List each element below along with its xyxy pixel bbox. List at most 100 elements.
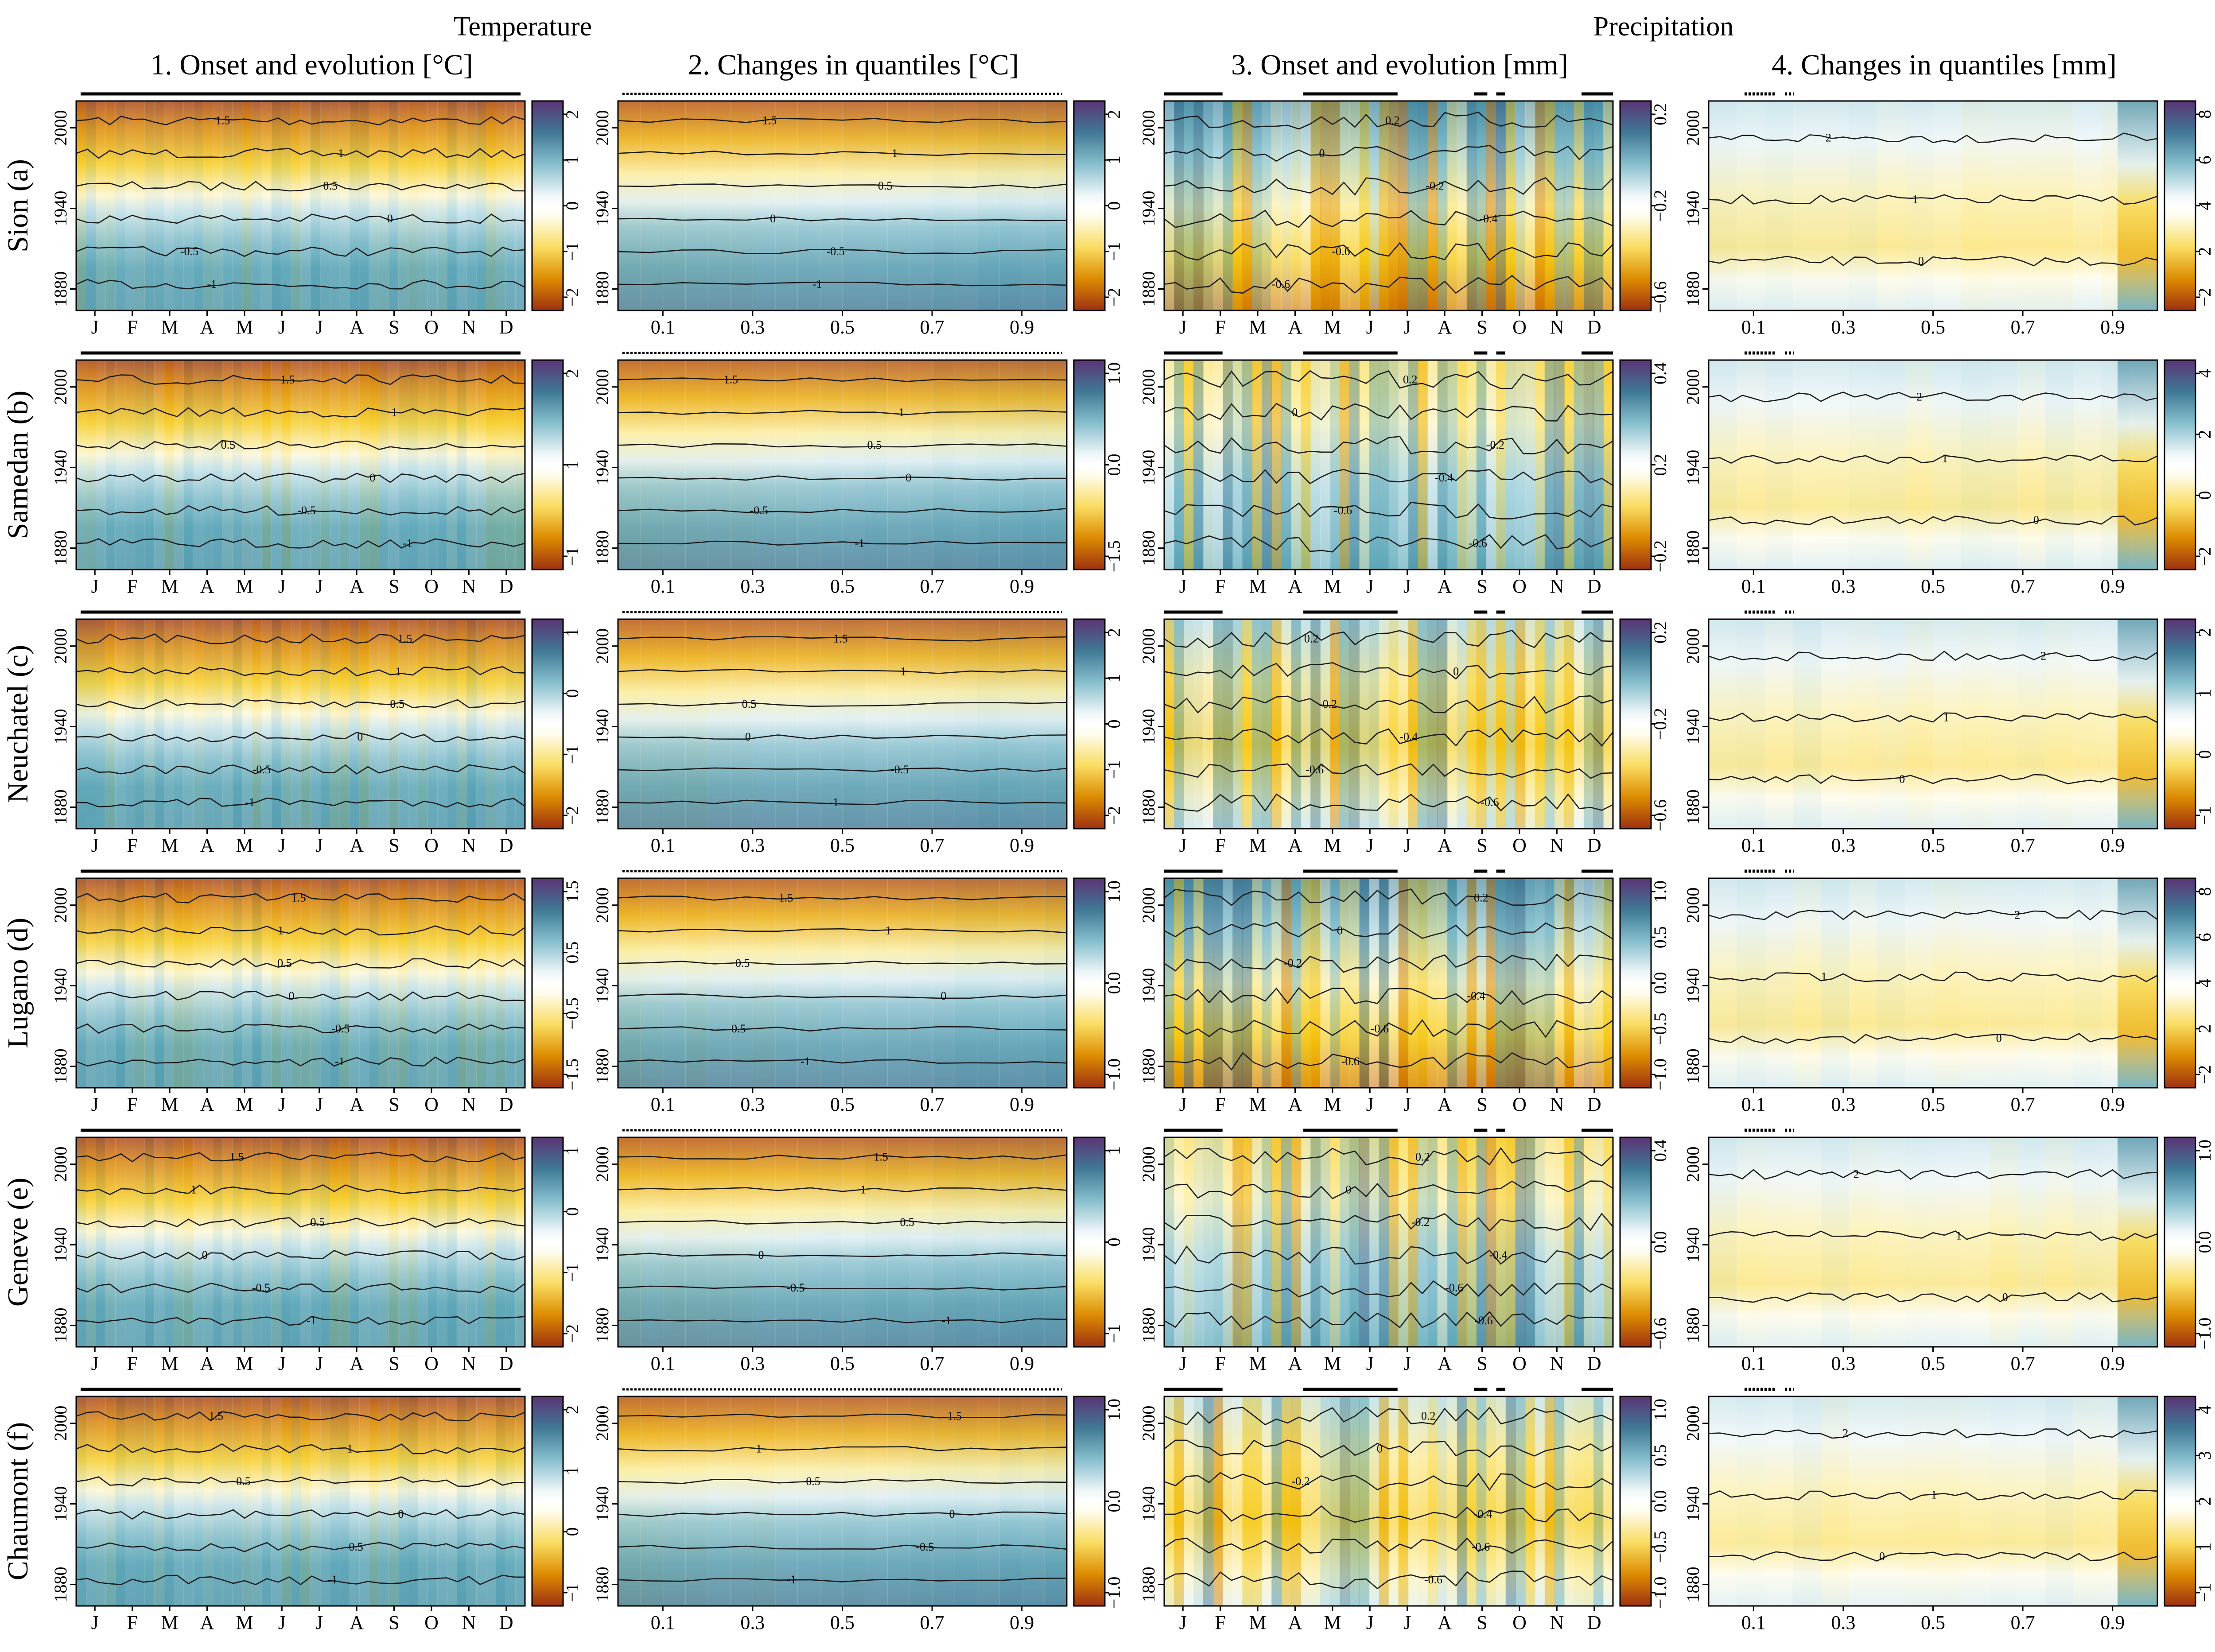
colorbar-tick-label: −1 (562, 242, 582, 261)
contour-line (618, 183, 1067, 189)
year-tick-label: 2000 (592, 1147, 612, 1182)
heatmap-band (105, 1137, 116, 1347)
column-title-2: 2. Changes in quantiles [°C] (688, 49, 1019, 81)
contour-label: 1 (278, 924, 284, 937)
colorbar (531, 618, 564, 830)
heatmap-band (932, 1137, 955, 1347)
colorbar-tick-label: 0.4 (1650, 1140, 1670, 1162)
heatmap-band (86, 1137, 96, 1347)
contour-line (76, 279, 525, 290)
heatmap-band (2118, 878, 2157, 1088)
contour-label: 0 (905, 471, 911, 484)
year-tick-label: 1880 (1683, 1048, 1703, 1084)
heatmap-band (1989, 360, 2018, 570)
contour-line (76, 797, 525, 808)
heatmap-band (125, 1396, 136, 1606)
quantile-tick-label: 0.9 (1010, 316, 1034, 338)
heatmap-band (505, 619, 516, 829)
heatmap-band (1457, 878, 1467, 1088)
colorbar-tick-label: 0.0 (2195, 1231, 2215, 1253)
contour-line (1164, 370, 1613, 389)
heatmap-band (1301, 878, 1311, 1088)
colorbar (1619, 359, 1652, 570)
contour-label: 1.5 (291, 891, 306, 904)
month-tick-label: D (499, 316, 513, 338)
heatmap-band (1022, 619, 1045, 829)
quantile-tick-label: 0.1 (651, 1612, 675, 1633)
month-tick-label: M (236, 1094, 253, 1115)
heatmap-band (1418, 1396, 1428, 1606)
heatmap-band (144, 360, 155, 570)
heatmap-band (1022, 878, 1045, 1088)
heatmap-band (797, 878, 820, 1088)
colorbar-tick-label: 1.5 (562, 880, 582, 903)
heatmap-band (213, 878, 223, 1088)
heatmap-band (1291, 619, 1302, 829)
heatmap-band (174, 619, 184, 829)
contour-line (1164, 1439, 1613, 1458)
heatmap-band (505, 360, 516, 570)
month-tick-label: O (424, 1094, 439, 1115)
heatmap-band (1223, 1137, 1233, 1347)
contour-label: -1 (207, 278, 217, 291)
contour-label: -1 (403, 537, 412, 550)
contour-label: 1 (1821, 970, 1827, 983)
contour-label: -0.4 (1479, 212, 1497, 225)
month-tick-label: S (1477, 1353, 1487, 1374)
heatmap-band (291, 1137, 301, 1347)
heatmap-band (1310, 360, 1321, 570)
colorbar (531, 1136, 564, 1348)
year-tick-label: 1880 (51, 789, 70, 825)
panel-r5-c3: 0.2 0 -0.2 -0.4 -0.6 -0.6 1880 1940 2000 J F M A M J J A… (1139, 1128, 1670, 1374)
heatmap-band (417, 878, 428, 1088)
heatmap-band (663, 878, 686, 1088)
month-tick-label: O (424, 1612, 439, 1633)
heatmap-band (1252, 101, 1263, 310)
heatmap-band (1223, 619, 1233, 829)
year-tick-label: 2000 (51, 369, 70, 405)
contour-label: 0.5 (735, 957, 750, 969)
heatmap-band (135, 878, 145, 1088)
heatmap-band (86, 360, 96, 570)
heatmap-band (2045, 1137, 2074, 1347)
colorbar-tick-label: 1 (562, 1466, 582, 1475)
contour-label: -1 (941, 1314, 951, 1327)
contour-line (618, 1059, 1067, 1064)
heatmap-band (618, 360, 641, 570)
heatmap-band (1223, 878, 1233, 1088)
contour-line (1164, 111, 1613, 130)
heatmap-band (865, 619, 888, 829)
quantile-tick-label: 0.1 (651, 575, 675, 597)
heatmap-band (125, 619, 136, 829)
heatmap-band (1291, 360, 1302, 570)
heatmap-band (427, 1137, 438, 1347)
heatmap-band (115, 1137, 126, 1347)
colorbar-tick-label: −1.0 (1104, 1059, 1124, 1091)
heatmap-band (291, 101, 301, 310)
heatmap-band (437, 1137, 447, 1347)
contour-line (1164, 727, 1614, 747)
quantile-tick-label: 0.1 (1741, 316, 1766, 338)
heatmap-band (495, 878, 506, 1088)
month-tick-label: J (1366, 316, 1374, 338)
month-tick-label: M (236, 1353, 253, 1374)
colorbar (531, 877, 564, 1089)
heatmap-band (1764, 878, 1793, 1088)
heatmap-band (154, 1137, 165, 1347)
heatmap-band (775, 101, 798, 310)
heatmap-band (281, 360, 291, 570)
heatmap-band (1252, 619, 1263, 829)
month-tick-label: O (424, 316, 439, 338)
heatmap-band (775, 878, 798, 1088)
heatmap-band (977, 1137, 1000, 1347)
heatmap-band (1821, 619, 1850, 829)
heatmap-band (797, 619, 820, 829)
contour-label: 1 (1956, 1229, 1962, 1242)
month-tick-label: J (315, 1612, 323, 1633)
month-tick-label: J (1403, 316, 1411, 338)
heatmap-band (505, 1396, 516, 1606)
heatmap-band (154, 619, 165, 829)
contour-label: 0 (1345, 1183, 1351, 1196)
quantile-tick-label: 0.7 (920, 1612, 944, 1633)
contour-label: -0.4 (1467, 989, 1485, 1002)
